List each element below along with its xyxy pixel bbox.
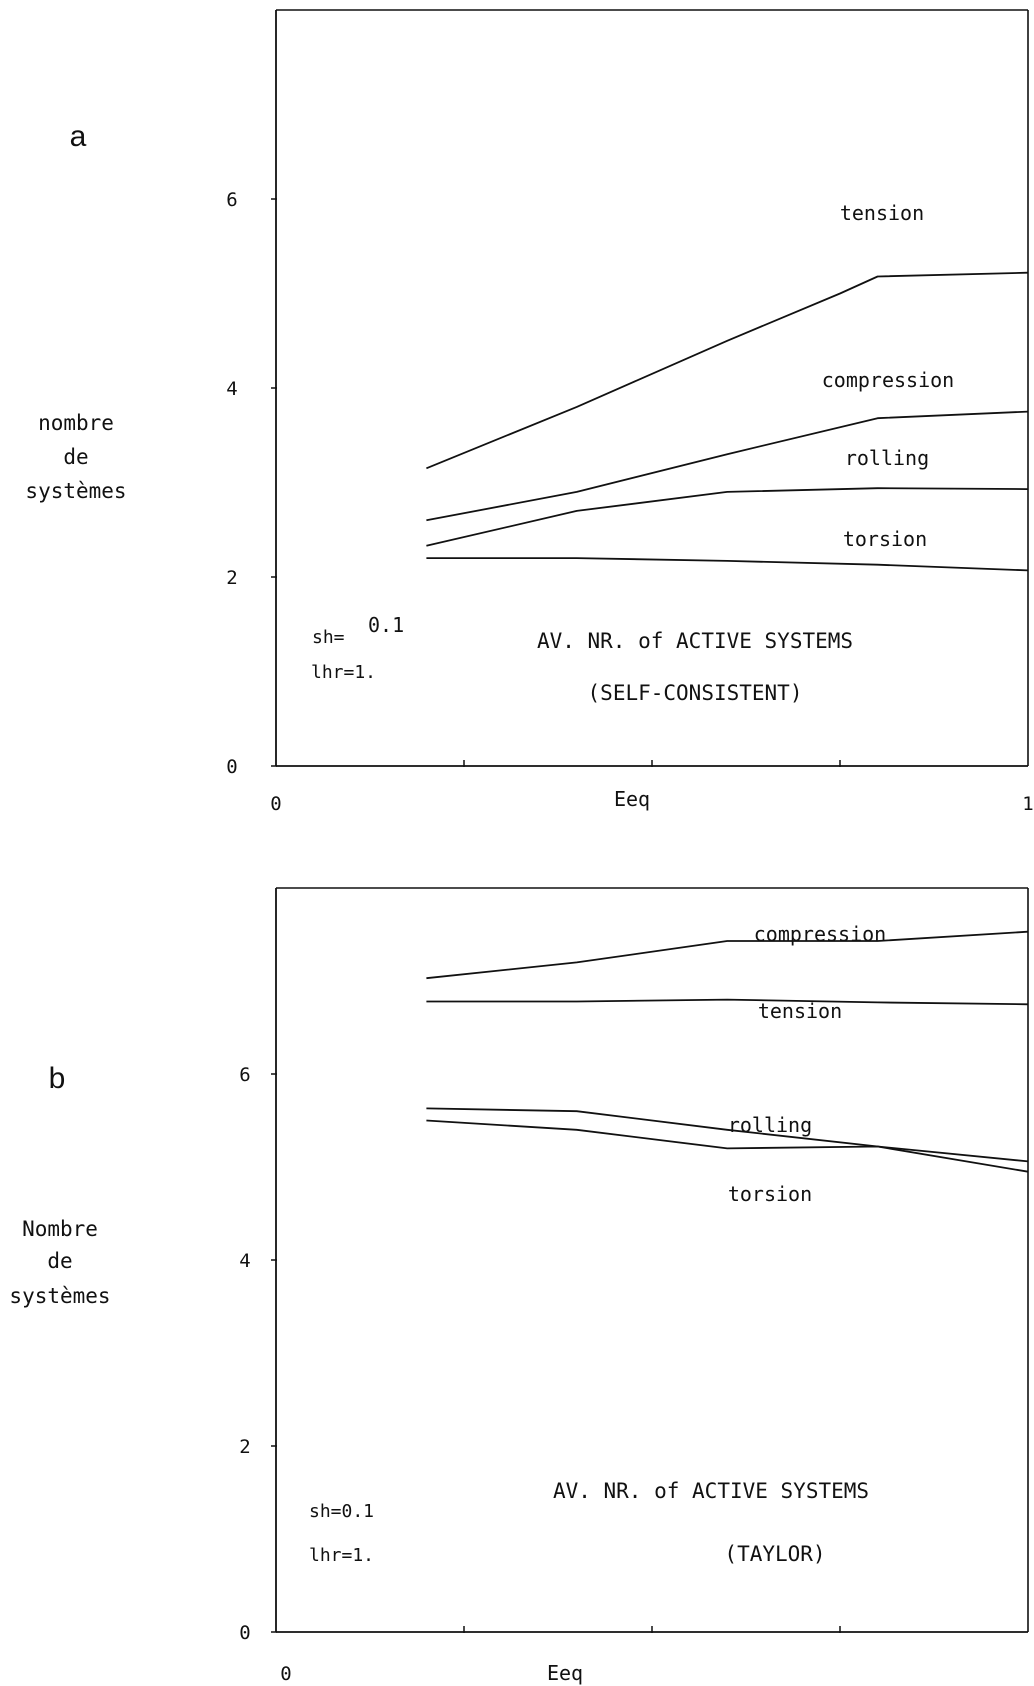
series-label: tension — [758, 999, 842, 1023]
series-label: rolling — [845, 446, 929, 470]
y-tick-label: 0 — [226, 756, 237, 778]
x-axis-label: Eeq — [547, 1661, 583, 1685]
y-tick-label: 0 — [239, 1622, 250, 1644]
series-label: tension — [840, 201, 924, 225]
x-tick-label: 0 — [280, 1663, 291, 1685]
series-line-compression — [426, 930, 1029, 980]
series-line-compression — [426, 410, 1029, 522]
y-tick-label: 2 — [239, 1436, 250, 1458]
y-axis-label: nombre — [38, 411, 114, 435]
parameter-label: sh= — [312, 627, 345, 648]
series-label: compression — [754, 922, 886, 946]
parameter-label: 0.1 — [368, 613, 404, 637]
series-line-tension — [426, 998, 1029, 1006]
y-tick-label: 6 — [239, 1064, 250, 1086]
series-line-torsion — [426, 557, 1029, 572]
parameter-label: sh=0.1 — [309, 1501, 374, 1522]
plot-annotation: (TAYLOR) — [724, 1542, 825, 1566]
y-axis-label: de — [63, 445, 88, 469]
plot-annotation: AV. NR. of ACTIVE SYSTEMS — [553, 1479, 869, 1503]
y-tick-label: 4 — [226, 378, 237, 400]
plot-annotation: AV. NR. of ACTIVE SYSTEMS — [537, 629, 853, 653]
panel-label: a — [70, 120, 87, 153]
panel-label: b — [49, 1062, 66, 1095]
y-tick-label: 6 — [226, 189, 237, 211]
series-line-rolling — [426, 1107, 1029, 1163]
series-label: torsion — [843, 527, 927, 551]
x-tick-label: 1 — [1022, 793, 1033, 815]
series-label: torsion — [728, 1182, 812, 1206]
plot-annotation: (SELF-CONSISTENT) — [588, 681, 803, 705]
parameter-label: lhr=1. — [311, 662, 376, 683]
series-line-tension — [426, 271, 1029, 470]
series-line-rolling — [426, 487, 1029, 547]
y-axis-label: de — [47, 1249, 72, 1273]
series-line-torsion — [426, 1119, 1029, 1173]
x-axis-label: Eeq — [614, 787, 650, 811]
y-axis-label: systèmes — [25, 479, 126, 503]
y-tick-label: 4 — [239, 1250, 250, 1272]
parameter-label: lhr=1. — [309, 1545, 374, 1566]
y-axis-label: systèmes — [9, 1284, 110, 1308]
x-tick-label: 0 — [270, 793, 281, 815]
y-tick-label: 2 — [226, 567, 237, 589]
series-label: rolling — [728, 1113, 812, 1137]
series-label: compression — [822, 368, 954, 392]
y-axis-label: Nombre — [22, 1217, 98, 1241]
